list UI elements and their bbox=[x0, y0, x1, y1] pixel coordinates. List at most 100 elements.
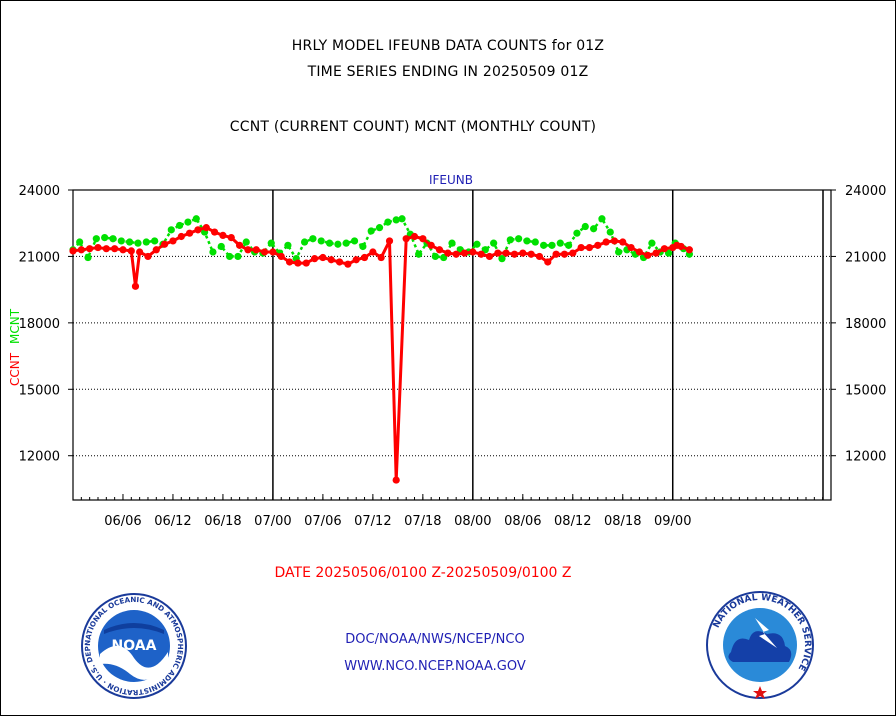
data-point-mcnt bbox=[167, 226, 175, 234]
nws-logo: NATIONAL WEATHER SERVICE bbox=[706, 591, 814, 699]
series-line-ccnt bbox=[72, 226, 690, 482]
data-point-ccnt bbox=[252, 246, 260, 254]
data-point-ccnt bbox=[535, 252, 544, 261]
data-point-ccnt bbox=[635, 248, 644, 256]
data-point-ccnt bbox=[410, 232, 419, 241]
data-point-mcnt bbox=[76, 238, 84, 246]
chart-title-line1: HRLY MODEL IFEUNB DATA COUNTS for 01Z bbox=[291, 38, 605, 54]
data-point-mcnt bbox=[234, 252, 242, 261]
y-tick-label-right: 12000 bbox=[845, 450, 886, 465]
data-point-ccnt bbox=[435, 246, 444, 254]
data-point-mcnt bbox=[606, 228, 614, 236]
noaa-logo-text: NOAA bbox=[112, 638, 157, 654]
data-point-mcnt bbox=[367, 227, 375, 235]
data-point-mcnt bbox=[431, 252, 439, 261]
data-point-mcnt bbox=[109, 235, 117, 243]
x-tick-label: 08/06 bbox=[504, 514, 541, 529]
data-point-mcnt bbox=[540, 241, 548, 249]
data-point-mcnt bbox=[284, 241, 292, 249]
data-point-ccnt bbox=[577, 243, 585, 252]
noaa-logo: NATIONAL OCEANIC AND ATMOSPHERIC ADMINIS… bbox=[80, 592, 187, 699]
data-point-mcnt bbox=[375, 224, 384, 232]
x-tick-label: 07/06 bbox=[304, 514, 341, 529]
data-point-mcnt bbox=[648, 239, 656, 247]
ylabel-ccnt: CCNT bbox=[8, 352, 22, 386]
data-point-ccnt bbox=[269, 248, 277, 256]
data-point-ccnt bbox=[102, 245, 110, 253]
data-point-ccnt bbox=[477, 250, 485, 258]
data-point-ccnt bbox=[202, 224, 210, 232]
data-point-ccnt bbox=[319, 253, 327, 262]
data-point-mcnt bbox=[384, 218, 392, 226]
data-point-ccnt bbox=[211, 228, 219, 236]
data-point-ccnt bbox=[502, 249, 510, 257]
data-point-ccnt bbox=[602, 238, 610, 246]
data-point-mcnt bbox=[490, 239, 498, 247]
data-point-ccnt bbox=[235, 241, 244, 249]
data-point-ccnt bbox=[186, 229, 194, 237]
data-point-ccnt bbox=[594, 241, 602, 249]
data-point-ccnt bbox=[169, 237, 177, 245]
data-point-ccnt bbox=[335, 258, 344, 266]
chart-subtitle: CCNT (CURRENT COUNT) MCNT (MONTHLY COUNT… bbox=[229, 119, 597, 135]
label-layer: 12000 12000 15000 15000 18000 18000 21000 21000… bbox=[8, 173, 886, 529]
data-point-ccnt bbox=[69, 247, 77, 255]
date-range-label: DATE 20250506/0100 Z-20250509/0100 Z bbox=[274, 565, 572, 581]
data-point-mcnt bbox=[225, 252, 234, 261]
data-point-ccnt bbox=[560, 250, 569, 258]
data-point-ccnt bbox=[552, 250, 560, 258]
data-point-mcnt bbox=[515, 235, 523, 243]
data-point-ccnt bbox=[460, 249, 469, 257]
data-point-mcnt bbox=[142, 238, 150, 246]
data-point-ccnt bbox=[527, 250, 535, 258]
y-tick-label-left: 12000 bbox=[19, 450, 60, 465]
data-point-mcnt bbox=[548, 241, 556, 249]
data-point-ccnt bbox=[644, 251, 652, 259]
data-point-mcnt bbox=[117, 237, 125, 245]
data-point-ccnt bbox=[77, 246, 85, 254]
y-tick-label-left: 24000 bbox=[19, 184, 60, 199]
data-point-ccnt bbox=[177, 232, 185, 241]
y-tick-label-left: 21000 bbox=[19, 250, 60, 265]
data-point-mcnt bbox=[92, 235, 100, 243]
data-point-mcnt bbox=[398, 215, 406, 223]
data-point-ccnt bbox=[344, 260, 352, 268]
y-tick-label-left: 18000 bbox=[19, 317, 60, 332]
data-point-mcnt bbox=[151, 237, 159, 245]
series-layer bbox=[69, 215, 693, 484]
data-point-ccnt bbox=[219, 231, 227, 239]
data-point-ccnt bbox=[369, 248, 377, 256]
data-point-mcnt bbox=[350, 237, 359, 245]
data-point-ccnt bbox=[610, 237, 619, 245]
data-point-mcnt bbox=[184, 218, 192, 226]
y-tick-label-left: 15000 bbox=[19, 383, 60, 398]
x-tick-label: 09/00 bbox=[654, 514, 691, 529]
data-point-ccnt bbox=[519, 249, 527, 257]
data-point-ccnt bbox=[310, 255, 319, 263]
data-point-mcnt bbox=[317, 237, 325, 245]
data-point-ccnt bbox=[494, 249, 502, 257]
data-point-ccnt bbox=[485, 252, 494, 261]
chart-title-line2: TIME SERIES ENDING IN 20250509 01Z bbox=[307, 64, 589, 80]
data-point-ccnt bbox=[360, 253, 369, 262]
y-tick-label-right: 15000 bbox=[845, 383, 886, 398]
y-tick-label-right: 18000 bbox=[845, 317, 886, 332]
data-point-ccnt bbox=[585, 243, 594, 252]
x-tick-label: 07/12 bbox=[354, 514, 391, 529]
x-tick-label: 07/18 bbox=[404, 514, 441, 529]
data-point-mcnt bbox=[359, 242, 367, 251]
data-point-ccnt bbox=[427, 241, 435, 249]
data-point-mcnt bbox=[267, 239, 275, 247]
data-point-ccnt bbox=[86, 245, 94, 253]
data-point-ccnt bbox=[444, 249, 452, 257]
y-tick-label-right: 21000 bbox=[845, 250, 886, 265]
data-point-mcnt bbox=[415, 250, 423, 258]
data-point-ccnt bbox=[677, 242, 685, 251]
data-point-ccnt bbox=[510, 250, 519, 258]
x-tick-label: 07/00 bbox=[254, 514, 291, 529]
data-point-mcnt bbox=[101, 234, 109, 242]
data-point-mcnt bbox=[392, 216, 400, 224]
data-point-ccnt bbox=[127, 247, 135, 255]
data-point-ccnt bbox=[352, 256, 360, 264]
